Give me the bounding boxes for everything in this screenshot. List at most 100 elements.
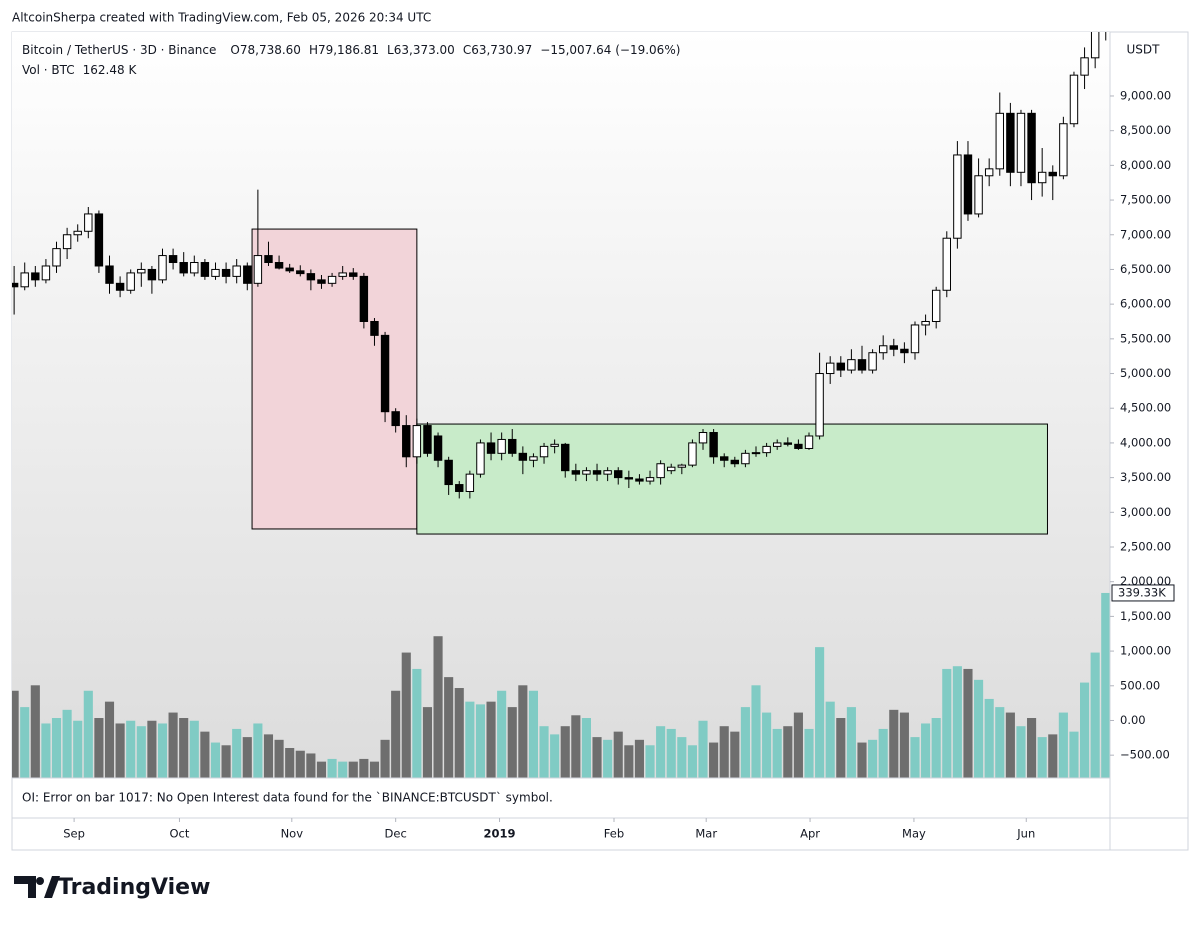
volume-bar (730, 731, 740, 778)
candle-body (1080, 57, 1089, 76)
x-tick-label: Feb (604, 827, 624, 841)
volume-bar (1048, 734, 1058, 778)
candle-body (391, 411, 400, 427)
candle-body (486, 442, 496, 454)
candle-body (815, 373, 824, 437)
candle-body (158, 255, 167, 281)
volume-bar (253, 723, 263, 778)
candle-body (709, 432, 718, 458)
candle-body (974, 175, 983, 215)
candle-body (190, 262, 199, 274)
change: −15,007.64 (−19.06%) (540, 43, 680, 57)
x-tick-label: Jun (1016, 827, 1035, 841)
candle-body (31, 272, 40, 281)
volume-bar (412, 668, 422, 778)
volume-bar (528, 690, 539, 778)
candle-body (550, 443, 559, 447)
candles (12, 0, 1109, 499)
candle-body (889, 345, 899, 350)
volume-bar (762, 712, 772, 778)
candle-body (94, 213, 104, 267)
candle-body (253, 255, 263, 284)
volume-bar (104, 701, 115, 778)
y-tick-label: 2,500.00 (1120, 540, 1171, 554)
candle-body (635, 478, 644, 482)
zone (251, 228, 418, 530)
volume-bar (952, 666, 962, 778)
volume-bar (454, 688, 464, 778)
brand-logo: TradingView (14, 875, 210, 900)
volume-bar (12, 690, 19, 778)
volume-bar (1027, 718, 1037, 778)
ohlc-value: 63,373.00 (394, 43, 455, 57)
candle-body (349, 272, 358, 277)
y-tick-label: 500.00 (1120, 678, 1160, 692)
volume-bar (942, 668, 952, 778)
candle-body (508, 438, 517, 454)
volume-bar (210, 742, 221, 778)
candle-body (306, 273, 316, 281)
volume-bar (719, 726, 729, 778)
candle-body (910, 324, 920, 354)
candle-body (529, 456, 538, 461)
volume-bar (62, 709, 72, 778)
candle-body (84, 213, 93, 232)
volume-bar (804, 728, 814, 778)
candle-body (836, 362, 846, 371)
candle-body (1102, 0, 1109, 27)
volume-bar (1058, 712, 1068, 778)
candle-body (211, 268, 220, 277)
x-tick-label: 2019 (484, 827, 516, 841)
candle-body (847, 359, 856, 371)
candle-body (868, 352, 877, 371)
volume-bar (634, 739, 644, 778)
candle-body (402, 425, 411, 458)
candle-body (794, 443, 803, 449)
legend-volume-line: Vol · BTC 162.48 K (22, 63, 137, 77)
candle-body (317, 279, 326, 284)
candle-body (126, 272, 135, 291)
candle-body (232, 265, 241, 277)
volume-bar (995, 707, 1005, 778)
volume-bar (126, 720, 136, 778)
volume-bar (94, 718, 104, 778)
candle-body (720, 456, 729, 461)
candle-body (1059, 123, 1068, 177)
candle-body (900, 348, 909, 354)
y-tick-label: 1,500.00 (1120, 609, 1171, 623)
candle-body (698, 432, 708, 444)
price-pane (12, 32, 1110, 778)
volume-bar (147, 720, 157, 778)
volume-bar (465, 701, 475, 778)
volume-bar (1016, 726, 1026, 778)
volume-bar (793, 712, 803, 778)
y-tick-label: 4,500.00 (1120, 401, 1171, 415)
volume-bar (984, 698, 994, 778)
volume-bar (974, 679, 984, 778)
volume-bar (136, 726, 146, 778)
candle-body (995, 112, 1004, 170)
candle-body (539, 445, 549, 458)
candle-body (592, 470, 602, 475)
volume-bar (772, 728, 782, 778)
candle-body (455, 484, 464, 492)
volume-bar (327, 758, 337, 778)
candle-body (878, 345, 888, 354)
candle-body (1016, 112, 1026, 173)
candle-body (825, 362, 835, 375)
volume-value: 162.48 K (83, 63, 138, 77)
volume-bar (179, 718, 189, 778)
volume-bar (783, 726, 793, 778)
volume-bar (274, 739, 284, 778)
candle-body (953, 154, 962, 239)
volume-bar (603, 739, 613, 778)
volume-bar (401, 652, 411, 778)
symbol: Bitcoin / TetherUS · 3D · Binance (22, 43, 216, 57)
x-tick-label: May (902, 827, 926, 841)
candle-body (942, 237, 951, 291)
ohlc-value: 63,730.97 (471, 43, 532, 57)
last-volume-badge (1111, 584, 1175, 602)
volume-bar (1080, 682, 1090, 778)
ohlc-key: L (387, 43, 394, 57)
